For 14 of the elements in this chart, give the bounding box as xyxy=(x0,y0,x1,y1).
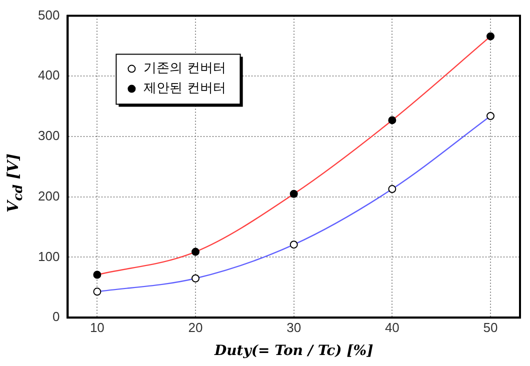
y-tick-label: 400 xyxy=(38,68,60,83)
x-tick-label: 10 xyxy=(90,320,104,335)
y-tick-label: 100 xyxy=(38,248,60,264)
x-tick-label: 30 xyxy=(286,320,302,335)
x-tick-label: 20 xyxy=(188,320,203,335)
y-tick-label: 0 xyxy=(52,309,60,324)
x-axis-title: Duty(= Ton / Tc) [%] xyxy=(213,343,374,360)
x-tick-label: 50 xyxy=(483,320,498,335)
legend-label: 기존의 컨버터 xyxy=(144,61,226,76)
y-tick-label: 300 xyxy=(38,128,60,144)
x-tick-label: 40 xyxy=(384,320,400,335)
legend-label: 제안된 컨버터 xyxy=(144,81,226,96)
y-tick-label: 500 xyxy=(38,7,60,22)
y-tick-label: 200 xyxy=(38,188,60,204)
